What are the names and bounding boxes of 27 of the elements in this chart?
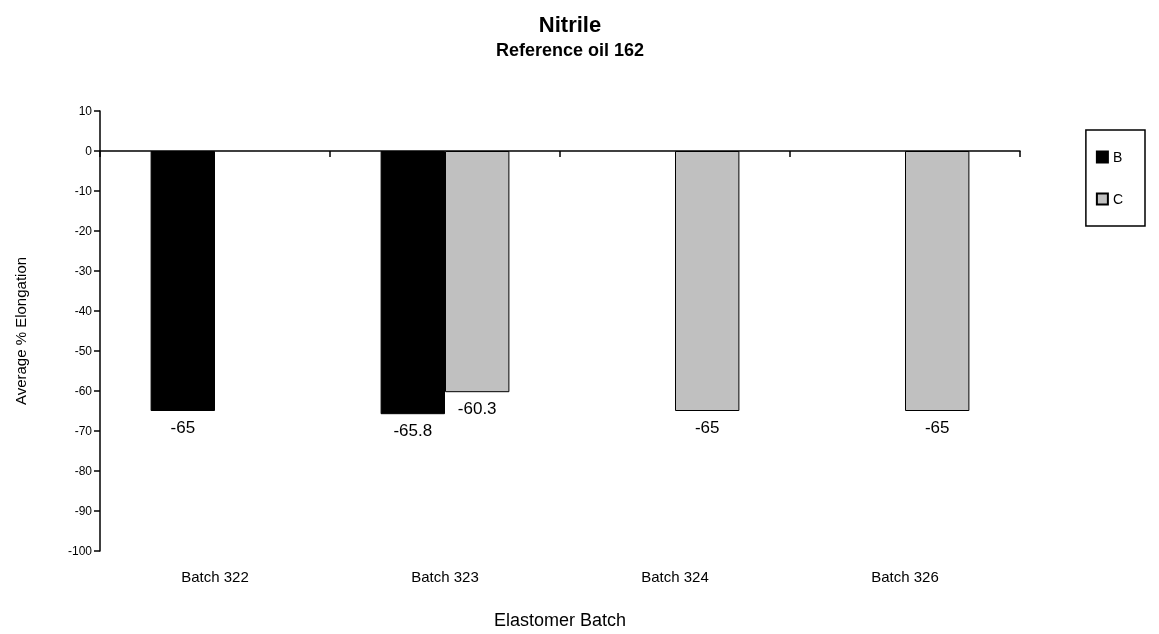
y-tick-label: 0 xyxy=(85,144,93,158)
y-tick-label: -60 xyxy=(74,384,93,398)
y-tick-label: -90 xyxy=(74,504,93,518)
x-axis-title: Elastomer Batch xyxy=(493,610,627,630)
x-tick-label: Batch 326 xyxy=(871,568,939,585)
y-tick-label: -20 xyxy=(74,224,93,238)
y-tick-label: 10 xyxy=(78,104,93,118)
y-tick-label: -100 xyxy=(67,544,93,558)
legend-label: B xyxy=(1112,149,1123,165)
data-label: -60.3 xyxy=(457,399,497,419)
legend-label: C xyxy=(1112,191,1124,207)
chart-title: Nitrile xyxy=(538,11,602,37)
chart-subtitle: Reference oil 162 xyxy=(495,40,645,60)
y-tick-label: -30 xyxy=(74,264,93,278)
data-label: -65 xyxy=(924,418,950,437)
y-tick-label: -10 xyxy=(74,184,93,198)
y-axis-title: Average % Elongation xyxy=(12,256,29,406)
x-tick-label: Batch 324 xyxy=(641,568,709,585)
x-tick-label: Batch 322 xyxy=(181,568,249,585)
y-tick-label: -70 xyxy=(74,424,93,438)
data-label: -65 xyxy=(170,418,196,437)
data-label: -65.8 xyxy=(393,421,433,441)
y-tick-label: -40 xyxy=(74,304,93,318)
data-label: -65 xyxy=(694,418,720,437)
y-tick-label: -80 xyxy=(74,464,93,478)
x-tick-label: Batch 323 xyxy=(411,568,479,585)
y-tick-label: -50 xyxy=(74,344,93,358)
